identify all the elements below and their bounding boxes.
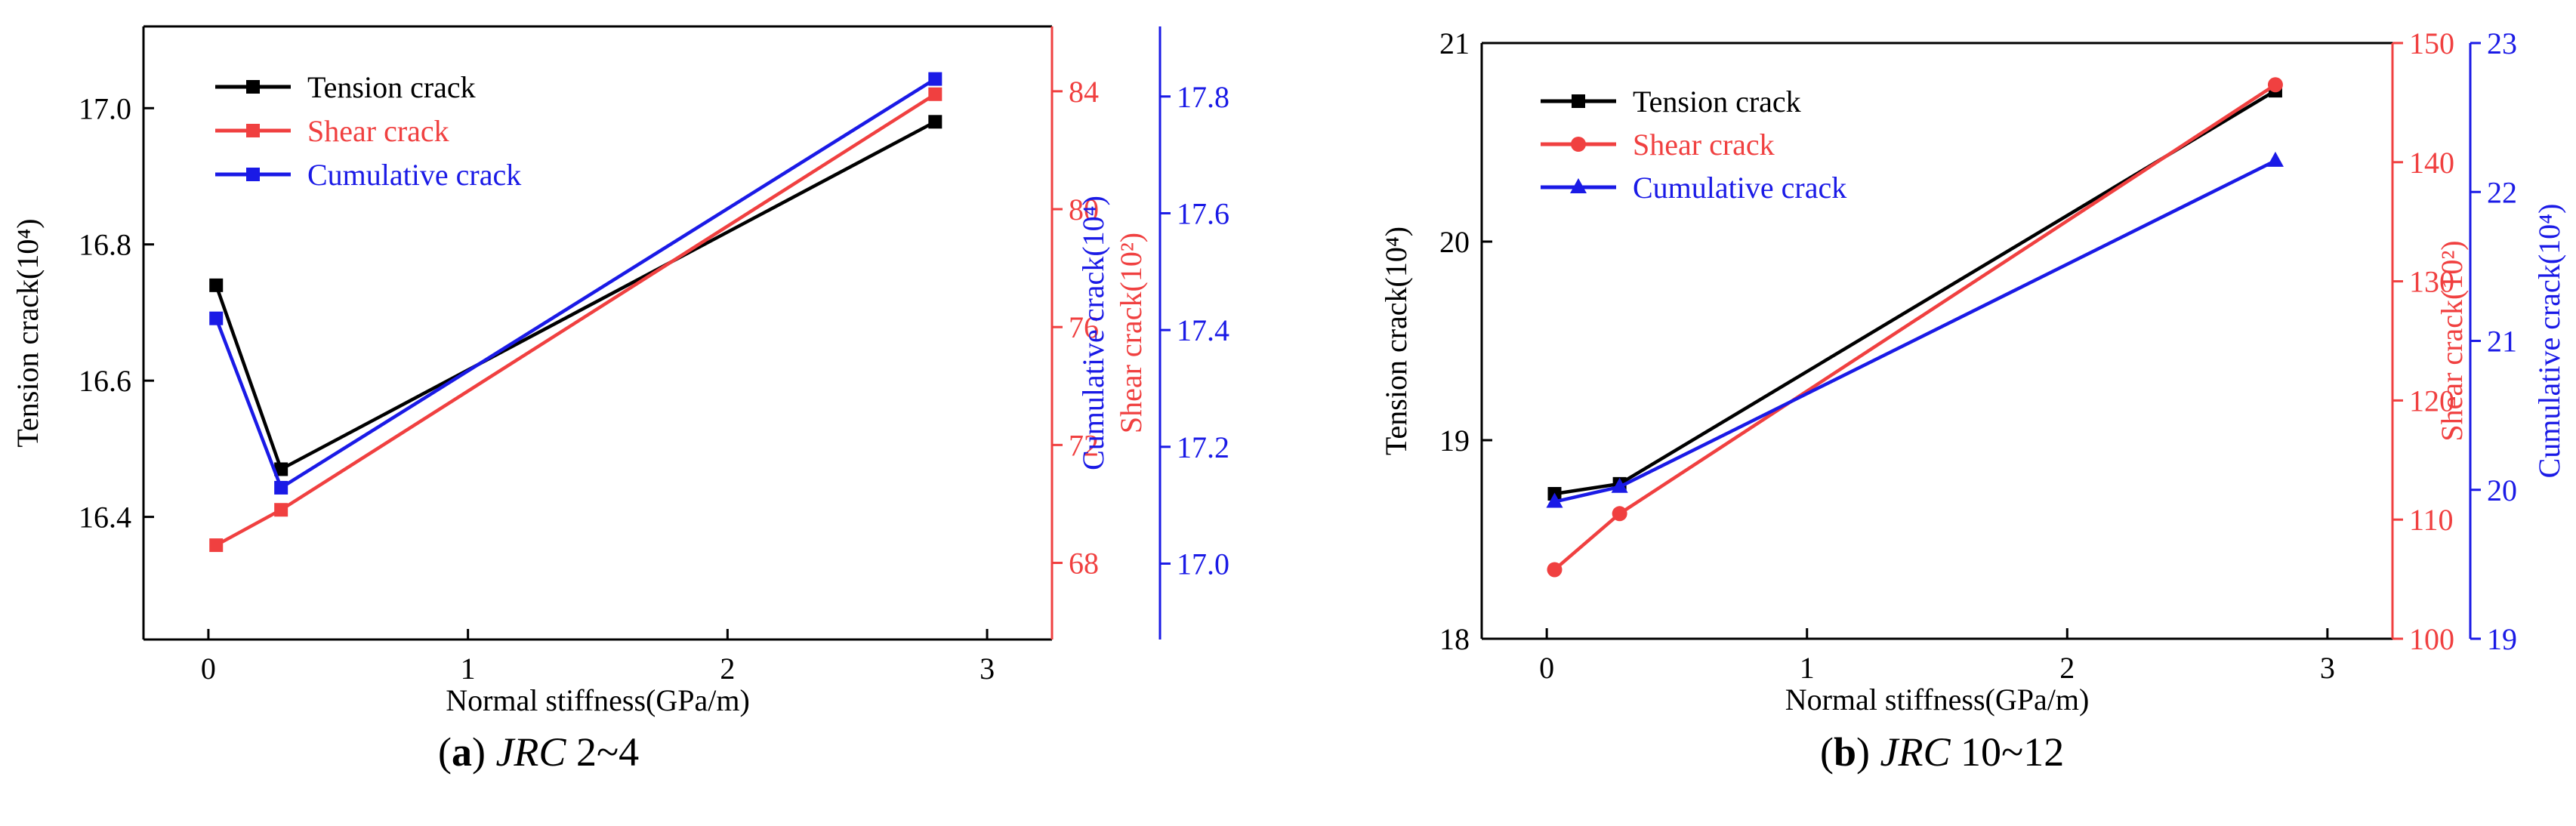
shear-tick-label: 84 <box>1069 75 1099 109</box>
left-tick-label: 16.6 <box>79 364 131 398</box>
legend-item: Shear crack <box>215 114 449 148</box>
legend-marker <box>1570 178 1587 193</box>
cumulative-tick-label: 17.2 <box>1177 430 1229 464</box>
shear-tick-label: 76 <box>1069 310 1099 344</box>
legend-marker <box>246 80 260 94</box>
legend-label: Cumulative crack <box>1633 171 1846 205</box>
left-axis-title: Tension crack(10⁴) <box>11 218 45 447</box>
shear-axis-title: Shear crack(10²) <box>1114 233 1148 433</box>
cumulative-tick-label: 23 <box>2487 26 2517 60</box>
caption-a-jrc: JRC <box>495 729 566 775</box>
shear-tick-label: 68 <box>1069 547 1099 581</box>
series-cumulative-crack <box>209 72 942 495</box>
series-shear-crack <box>209 87 942 553</box>
data-point <box>209 278 224 292</box>
cumulative-axis-title: Cumulative crack(10⁴) <box>2532 204 2566 479</box>
data-point <box>928 87 942 101</box>
data-point <box>1546 492 1563 508</box>
series-shear-crack <box>1547 77 2283 578</box>
data-point <box>928 115 942 129</box>
data-point <box>928 72 942 86</box>
x-axis-title: Normal stiffness(GPa/m) <box>446 683 750 717</box>
legend-label: Shear crack <box>307 114 449 148</box>
legend-marker <box>246 124 260 137</box>
data-point <box>1612 506 1627 522</box>
data-point <box>209 538 224 553</box>
caption-b-jrc: JRC <box>1880 729 1951 775</box>
caption-b-range: 10~12 <box>1961 729 2065 775</box>
data-point <box>274 480 288 495</box>
data-point <box>2267 77 2283 93</box>
caption-a-letter: a <box>451 729 472 775</box>
left-tick-label: 16.8 <box>79 228 131 262</box>
shear-tick-label: 100 <box>2409 622 2454 656</box>
x-axis-title: Normal stiffness(GPa/m) <box>1785 683 2090 717</box>
legend-item: Tension crack <box>215 70 476 104</box>
legend-item: Shear crack <box>1541 128 1775 162</box>
legend-marker <box>1572 94 1585 108</box>
cumulative-axis-title: Cumulative crack(10⁴) <box>1076 196 1110 470</box>
shear-tick-label: 140 <box>2409 146 2454 180</box>
x-tick-label: 1 <box>1800 651 1815 685</box>
legend-item: Cumulative crack <box>215 158 521 192</box>
data-point <box>274 462 288 476</box>
shear-axis-title: Shear crack(10²) <box>2435 240 2469 441</box>
left-tick-label: 20 <box>1439 225 1470 259</box>
x-tick-label: 3 <box>979 652 995 686</box>
legend-label: Cumulative crack <box>307 158 521 192</box>
caption-b-letter: b <box>1833 729 1857 775</box>
chart-a: 0 1 2 3 Normal stiffness(GPa/m) 16.4 16.6 16.8 1… <box>11 25 1229 717</box>
legend-marker <box>246 168 260 181</box>
caption-b: (b) JRC 10~12 <box>1820 729 2065 775</box>
legend-label: Shear crack <box>1633 128 1775 162</box>
shear-tick-label: 120 <box>2409 384 2454 418</box>
cumulative-tick-label: 20 <box>2487 473 2517 507</box>
cumulative-tick-label: 21 <box>2487 325 2517 359</box>
data-point <box>274 503 288 517</box>
left-tick-label: 18 <box>1439 622 1470 656</box>
data-point <box>2266 151 2284 167</box>
left-tick-label: 16.4 <box>79 501 131 535</box>
legend-label: Tension crack <box>1633 85 1801 119</box>
cumulative-tick-label: 17.0 <box>1177 547 1229 581</box>
data-point <box>1611 477 1628 493</box>
cumulative-tick-label: 17.8 <box>1177 80 1229 114</box>
series-line <box>1553 159 2276 504</box>
legend-item: Cumulative crack <box>1541 171 1846 205</box>
cumulative-tick-label: 17.4 <box>1177 313 1229 347</box>
legend-item: Tension crack <box>1541 85 1801 119</box>
left-tick-label: 17.0 <box>79 91 131 125</box>
x-tick-label: 2 <box>720 652 735 686</box>
data-point <box>1547 562 1563 578</box>
caption-a: (a) JRC 2~4 <box>438 729 640 775</box>
caption-a-range: 2~4 <box>575 729 640 775</box>
left-tick-label: 19 <box>1439 424 1470 458</box>
series-tension-crack <box>209 115 942 476</box>
shear-tick-label: 72 <box>1069 428 1099 462</box>
shear-tick-label: 80 <box>1069 193 1099 227</box>
x-tick-label: 3 <box>2320 651 2335 685</box>
left-axis-title: Tension crack(10⁴) <box>1379 227 1413 455</box>
legend-label: Tension crack <box>307 70 476 104</box>
shear-tick-label: 110 <box>2409 503 2454 537</box>
x-tick-label: 2 <box>2059 651 2075 685</box>
cumulative-tick-label: 22 <box>2487 175 2517 209</box>
cumulative-tick-label: 19 <box>2487 622 2517 656</box>
left-tick-label: 21 <box>1439 26 1470 60</box>
x-tick-label: 1 <box>461 652 476 686</box>
x-tick-label: 0 <box>201 652 216 686</box>
x-tick-label: 0 <box>1539 651 1554 685</box>
series-cumulative-crack <box>1546 151 2284 508</box>
legend-marker <box>1571 137 1586 152</box>
cumulative-tick-label: 17.6 <box>1177 196 1229 230</box>
shear-tick-label: 150 <box>2409 26 2454 60</box>
data-point <box>209 311 224 325</box>
shear-tick-label: 130 <box>2409 265 2454 299</box>
